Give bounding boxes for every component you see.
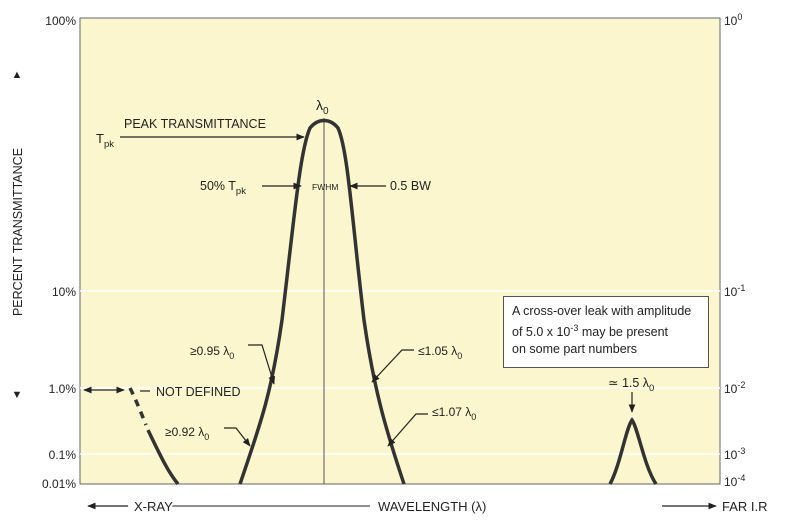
ge092-arrow — [224, 427, 251, 447]
le105-arrow — [371, 349, 414, 383]
svg-text:10-3: 10-3 — [724, 446, 745, 462]
right-tick-1: 10-1 — [724, 283, 745, 299]
right-tick-2: 10-2 — [724, 380, 745, 396]
half-max-label: 50% Tpk — [200, 179, 246, 197]
right-tick-4: 10-4 — [724, 473, 745, 489]
left-tick-001: 0.01% — [42, 477, 76, 491]
note-line-1: A cross-over leak with amplitude — [512, 304, 692, 318]
down-arrow-icon: ▼ — [12, 389, 23, 401]
left-tail-curve — [146, 429, 180, 486]
xray-label: X-RAY — [134, 499, 173, 514]
left-tick-100: 100% — [45, 14, 76, 28]
left-tick-10: 10% — [52, 285, 76, 299]
bandwidth-label: 0.5 BW — [390, 179, 431, 193]
le107-label: ≤1.07 λ0 — [432, 405, 476, 422]
svg-text:10-2: 10-2 — [724, 380, 745, 396]
lambda0-label: λ0 — [316, 97, 329, 117]
plot-area — [79, 17, 721, 485]
note-line-3: on some part numbers — [512, 342, 638, 357]
leak-label: ≃ 1.5 λ0 — [608, 376, 654, 394]
up-arrow-icon: ▲ — [12, 69, 23, 81]
left-axis-label: PERCENT TRANSMITTANCE — [11, 148, 25, 316]
tpk-label: Tpk — [96, 131, 114, 150]
ge092-label: ≥0.92 λ0 — [165, 425, 209, 442]
peak-transmittance-label: PEAK TRANSMITTANCE — [124, 117, 266, 131]
not-defined-label: NOT DEFINED — [156, 385, 241, 399]
crossover-leak-note: A cross-over leak with amplitude of 5.0 … — [503, 296, 709, 368]
svg-text:100: 100 — [724, 12, 742, 28]
far-ir-label: FAR I.R — [722, 499, 768, 514]
ge095-arrow — [248, 344, 275, 385]
le107-arrow — [387, 413, 428, 447]
svg-text:10-1: 10-1 — [724, 283, 745, 299]
leak-peak-curve — [608, 417, 658, 485]
le105-label: ≤1.05 λ0 — [418, 344, 462, 361]
wavelength-label: WAVELENGTH (λ) — [378, 499, 486, 514]
passband-curve — [238, 118, 406, 485]
right-tick-3: 10-3 — [724, 446, 745, 462]
right-tick-0: 100 — [724, 12, 742, 28]
ge095-label: ≥0.95 λ0 — [190, 344, 234, 361]
undefined-dashed-curve — [128, 387, 148, 426]
svg-text:10-4: 10-4 — [724, 473, 745, 489]
left-tick-1: 1.0% — [49, 382, 77, 396]
fwhm-label: FWHM — [312, 182, 338, 192]
note-line-2: of 5.0 x 10-3 may be present — [512, 323, 669, 340]
left-tick-01: 0.1% — [49, 448, 77, 462]
